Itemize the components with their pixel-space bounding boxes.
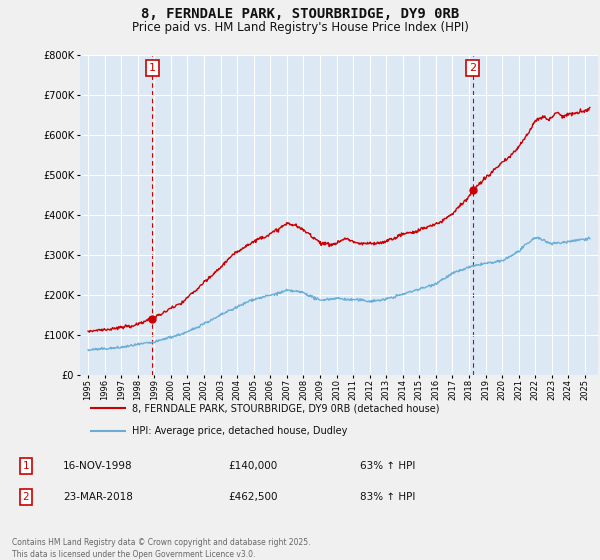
Text: Contains HM Land Registry data © Crown copyright and database right 2025.
This d: Contains HM Land Registry data © Crown c… [12, 538, 311, 559]
Text: Price paid vs. HM Land Registry's House Price Index (HPI): Price paid vs. HM Land Registry's House … [131, 21, 469, 34]
Text: 8, FERNDALE PARK, STOURBRIDGE, DY9 0RB: 8, FERNDALE PARK, STOURBRIDGE, DY9 0RB [141, 7, 459, 21]
Text: 2: 2 [469, 63, 476, 73]
Text: £140,000: £140,000 [228, 461, 277, 471]
Text: 23-MAR-2018: 23-MAR-2018 [63, 492, 133, 502]
Text: 83% ↑ HPI: 83% ↑ HPI [360, 492, 415, 502]
Text: 1: 1 [149, 63, 156, 73]
Text: 63% ↑ HPI: 63% ↑ HPI [360, 461, 415, 471]
Text: 2: 2 [22, 492, 29, 502]
Text: £462,500: £462,500 [228, 492, 277, 502]
Text: HPI: Average price, detached house, Dudley: HPI: Average price, detached house, Dudl… [131, 426, 347, 436]
Text: 1: 1 [22, 461, 29, 471]
Text: 16-NOV-1998: 16-NOV-1998 [63, 461, 133, 471]
Text: 8, FERNDALE PARK, STOURBRIDGE, DY9 0RB (detached house): 8, FERNDALE PARK, STOURBRIDGE, DY9 0RB (… [131, 403, 439, 413]
